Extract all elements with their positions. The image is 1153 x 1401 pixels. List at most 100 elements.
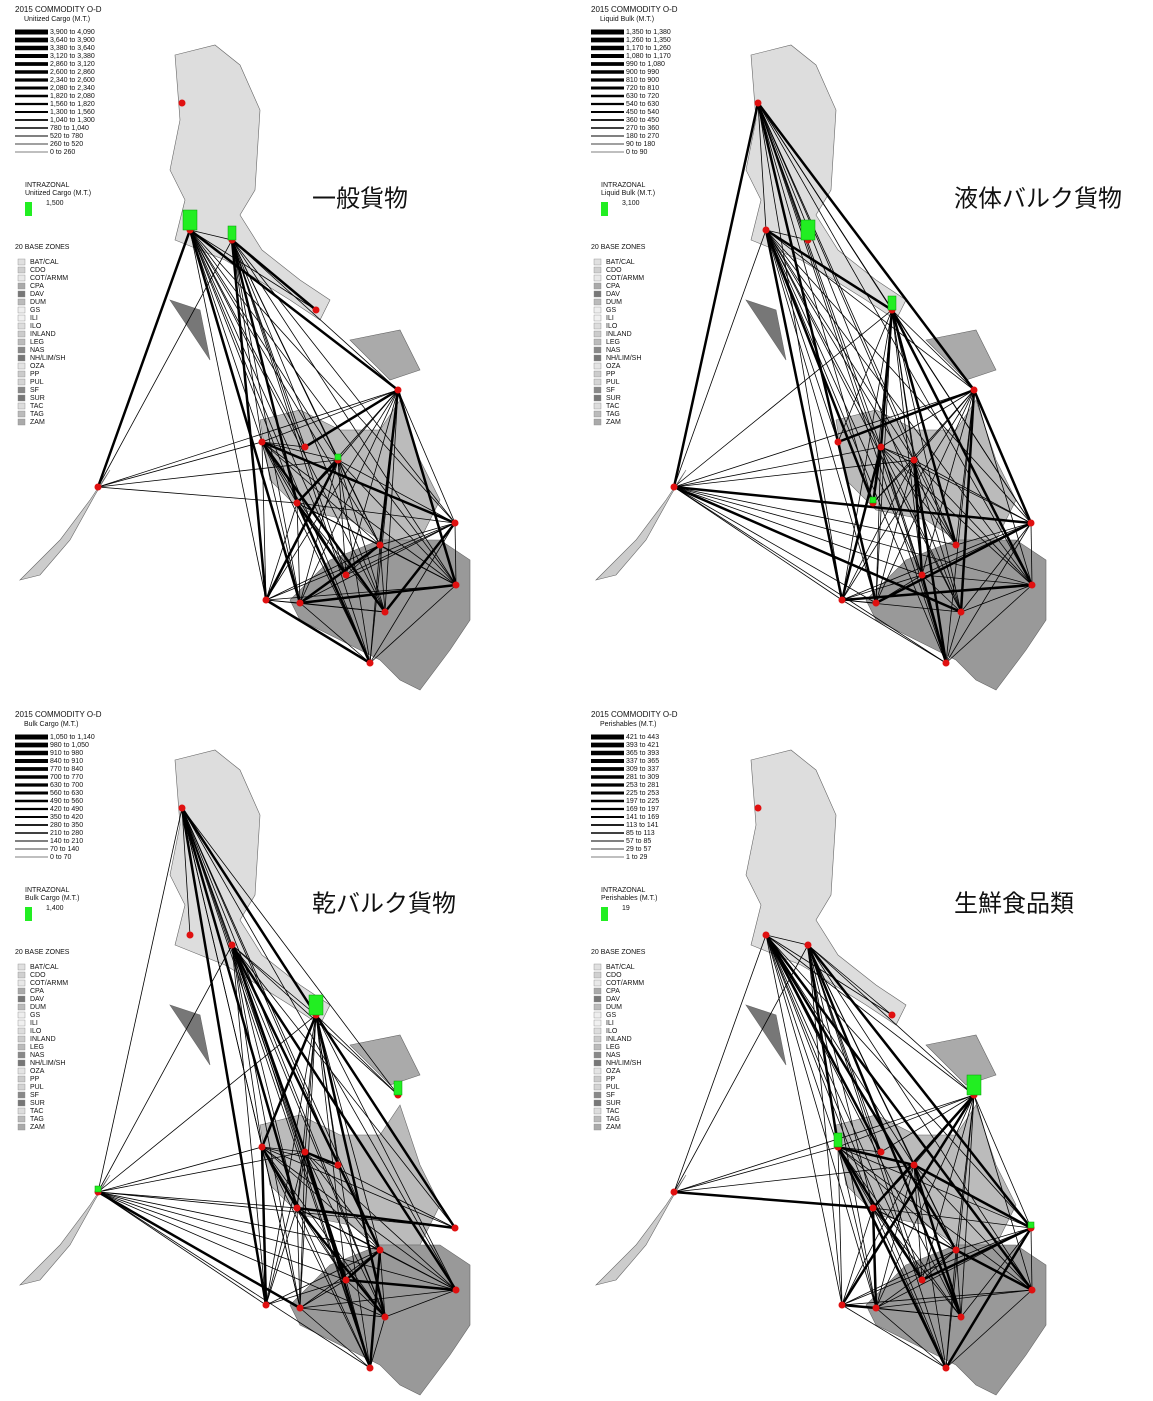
zone-node bbox=[805, 942, 812, 949]
zone-swatch bbox=[18, 419, 25, 425]
zone-label: BAT/CAL bbox=[606, 964, 635, 971]
intrazonal-bar bbox=[967, 1075, 981, 1095]
zone-label: SF bbox=[30, 387, 39, 394]
legend-range: 365 to 393 bbox=[626, 750, 659, 757]
flow-line bbox=[758, 103, 946, 663]
zone-swatch bbox=[18, 291, 25, 297]
intrazonal-bar bbox=[335, 454, 341, 460]
zone-swatch bbox=[594, 1076, 601, 1082]
intrazonal-value: 3,100 bbox=[622, 200, 640, 207]
legend-subtitle: Liquid Bulk (M.T.) bbox=[600, 16, 654, 23]
zone-label: SUR bbox=[606, 395, 621, 402]
legend-title: 2015 COMMODITY O-D bbox=[15, 710, 102, 719]
intrazonal-value: 1,400 bbox=[46, 905, 64, 912]
zone-swatch bbox=[18, 972, 25, 978]
zone-label: INLAND bbox=[30, 1036, 56, 1043]
zone-node bbox=[452, 1225, 459, 1232]
zone-node bbox=[382, 1314, 389, 1321]
zone-node bbox=[395, 387, 402, 394]
intrazonal-bar bbox=[228, 226, 236, 240]
zone-label: SF bbox=[30, 1092, 39, 1099]
zone-label: TAC bbox=[606, 403, 619, 410]
zone-node bbox=[453, 582, 460, 589]
zone-label: ILO bbox=[606, 1028, 618, 1035]
zone-label: SUR bbox=[30, 1100, 45, 1107]
landmass bbox=[350, 330, 420, 380]
intrazonal-bar bbox=[834, 1133, 842, 1147]
zone-label: LEG bbox=[606, 1044, 620, 1051]
zone-swatch bbox=[18, 1004, 25, 1010]
zone-node bbox=[294, 1205, 301, 1212]
legend-range: 1,350 to 1,380 bbox=[626, 29, 671, 36]
zone-label: OZA bbox=[30, 363, 45, 370]
legend-range: 520 to 780 bbox=[50, 133, 83, 140]
commodity-label: 液体バルク貨物 bbox=[954, 185, 1122, 213]
zone-swatch bbox=[594, 379, 601, 385]
zone-node bbox=[911, 1162, 918, 1169]
legend-range: 780 to 1,040 bbox=[50, 125, 89, 132]
zone-label: SUR bbox=[30, 395, 45, 402]
zone-label: ILO bbox=[30, 1028, 42, 1035]
zone-swatch bbox=[594, 371, 601, 377]
zone-label: NH/LIM/SH bbox=[30, 355, 65, 362]
zone-label: BAT/CAL bbox=[606, 259, 635, 266]
legend-range: 0 to 90 bbox=[626, 149, 648, 156]
zone-label: NAS bbox=[606, 1052, 621, 1059]
legend-range: 450 to 540 bbox=[626, 109, 659, 116]
zone-swatch bbox=[594, 355, 601, 361]
zone-label: CDO bbox=[606, 267, 622, 274]
zone-swatch bbox=[18, 1124, 25, 1130]
zone-label: PUL bbox=[606, 379, 620, 386]
zone-swatch bbox=[594, 1044, 601, 1050]
zone-swatch bbox=[594, 275, 601, 281]
zone-swatch bbox=[18, 395, 25, 401]
zone-swatch bbox=[594, 1052, 601, 1058]
zone-label: BAT/CAL bbox=[30, 259, 59, 266]
legend-range: 140 to 210 bbox=[50, 838, 83, 845]
legend-range: 1,170 to 1,260 bbox=[626, 45, 671, 52]
legend-range: 337 to 365 bbox=[626, 758, 659, 765]
zones-title: 20 BASE ZONES bbox=[15, 244, 70, 251]
legend-range: 560 to 630 bbox=[50, 790, 83, 797]
zone-swatch bbox=[18, 1044, 25, 1050]
zone-node bbox=[873, 1305, 880, 1312]
legend-range: 0 to 260 bbox=[50, 149, 75, 156]
zone-swatch bbox=[594, 1068, 601, 1074]
zone-swatch bbox=[18, 259, 25, 265]
zone-label: TAG bbox=[30, 411, 44, 418]
zone-label: ILI bbox=[30, 315, 38, 322]
zone-label: CDO bbox=[606, 972, 622, 979]
legend-range: 420 to 490 bbox=[50, 806, 83, 813]
flow-line bbox=[98, 230, 190, 487]
zone-label: GS bbox=[30, 307, 40, 314]
zone-label: TAG bbox=[606, 411, 620, 418]
legend-range: 309 to 337 bbox=[626, 766, 659, 773]
zone-label: COT/ARMM bbox=[30, 275, 68, 282]
zone-node bbox=[835, 439, 842, 446]
zone-node bbox=[367, 660, 374, 667]
zone-node bbox=[755, 805, 762, 812]
zone-swatch bbox=[594, 996, 601, 1002]
legend-range: 281 to 309 bbox=[626, 774, 659, 781]
zone-label: CPA bbox=[606, 988, 620, 995]
zone-swatch bbox=[18, 363, 25, 369]
zone-swatch bbox=[18, 323, 25, 329]
zone-node bbox=[263, 1302, 270, 1309]
zone-label: ZAM bbox=[606, 1124, 621, 1131]
zone-swatch bbox=[18, 1084, 25, 1090]
intrazonal-value: 1,500 bbox=[46, 200, 64, 207]
zone-label: NH/LIM/SH bbox=[30, 1060, 65, 1067]
legend-range: 1,040 to 1,300 bbox=[50, 117, 95, 124]
zones-title: 20 BASE ZONES bbox=[591, 244, 646, 251]
zone-swatch bbox=[18, 339, 25, 345]
zone-swatch bbox=[18, 371, 25, 377]
intrazonal-subtitle: Bulk Cargo (M.T.) bbox=[25, 895, 79, 902]
zone-label: PP bbox=[30, 1076, 40, 1083]
legend-range: 3,640 to 3,900 bbox=[50, 37, 95, 44]
zone-swatch bbox=[594, 283, 601, 289]
figure: 2015 COMMODITY O-DUnitized Cargo (M.T.)3… bbox=[0, 0, 1153, 1401]
intrazonal-swatch bbox=[601, 202, 608, 216]
zone-node bbox=[452, 520, 459, 527]
zone-node bbox=[889, 1012, 896, 1019]
zone-label: SF bbox=[606, 387, 615, 394]
